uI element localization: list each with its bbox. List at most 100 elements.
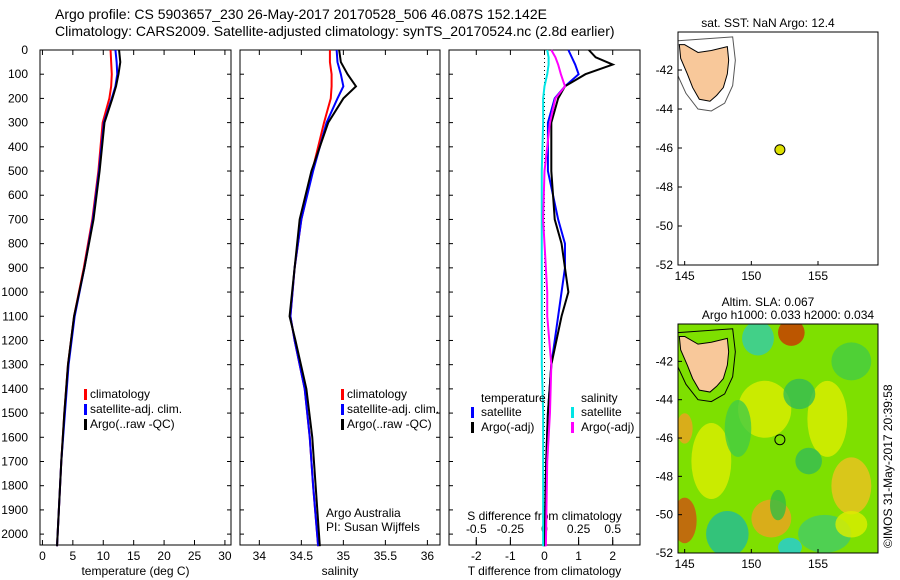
x-tick-label: 25 — [188, 549, 202, 563]
legend-header: temperature — [481, 391, 546, 405]
y-tick-label: -46 — [656, 431, 674, 445]
x-tick-label: 0 — [541, 549, 548, 563]
legend-swatch — [571, 422, 574, 433]
x-tick-label: 10 — [97, 549, 111, 563]
y-tick-label: -48 — [656, 180, 674, 194]
legend-swatch — [84, 404, 87, 415]
x2-tick-label: 0.25 — [567, 522, 591, 536]
sla-anomaly-blob — [742, 324, 774, 356]
x-tick-label: 30 — [218, 549, 232, 563]
annotation: PI: Susan Wijffels — [326, 520, 420, 534]
x-tick-label: 35.5 — [374, 549, 398, 563]
x-tick-label: 34 — [253, 549, 267, 563]
x-axis-label: salinity — [322, 564, 359, 578]
map-sst-map: 145 150 155 -42 -44 -46 -48 -50 -52 sat. SST: NaN… — [656, 16, 879, 283]
legend-label: Argo(-adj) — [581, 420, 634, 434]
legend-label: satellite-adj. clim. — [347, 402, 439, 416]
y-tick-label: 100 — [8, 67, 28, 81]
y-tick-label: -50 — [656, 508, 674, 522]
sla-anomaly-blob — [738, 380, 792, 438]
x-tick-label: 145 — [675, 269, 695, 283]
y-tick-label: 1700 — [1, 454, 28, 468]
panel-frame-temperature — [39, 49, 232, 546]
x-tick-label: 0 — [39, 549, 46, 563]
x-tick-label: 1 — [575, 549, 582, 563]
x-tick-label: 150 — [741, 269, 761, 283]
x-tick-label: -2 — [471, 549, 482, 563]
y-tick-label: 400 — [8, 140, 28, 154]
x-tick-label: 155 — [808, 557, 828, 571]
legend-swatch — [84, 419, 87, 430]
y-tick-label: 500 — [8, 164, 28, 178]
y-tick-label: 1000 — [1, 285, 28, 299]
series-satellite-adj-clim- — [289, 49, 345, 547]
argo-float-marker — [774, 144, 786, 156]
y-tick-label: 600 — [8, 188, 28, 202]
title-line-2: Climatology: CARS2009. Satellite-adjuste… — [55, 23, 615, 39]
y-tick-label: -42 — [656, 63, 674, 77]
sla-anomaly-blob — [706, 511, 749, 553]
y-tick-label: 1800 — [1, 479, 28, 493]
sla-anomaly-blob — [807, 380, 848, 457]
y-tick-label: 1500 — [1, 406, 28, 420]
y-tick-label: 1200 — [1, 333, 28, 347]
legend-swatch — [471, 422, 474, 433]
map-title: Altim. SLA: 0.067 — [722, 295, 815, 309]
map-title: Argo h1000: 0.033 h2000: 0.034 — [702, 308, 874, 322]
x-tick-label: 5 — [70, 549, 77, 563]
tasmania-land — [678, 335, 730, 393]
sla-anomaly-blob — [678, 413, 693, 444]
x-tick-label: 35 — [337, 549, 351, 563]
x-tick-label: 20 — [157, 549, 171, 563]
legend-label: satellite-adj. clim. — [90, 402, 182, 416]
legend-label: satellite — [581, 405, 622, 419]
legend-label: Argo(..raw -QC) — [347, 417, 432, 431]
sla-anomaly-blob — [783, 378, 816, 410]
sla-anomaly-blob — [831, 457, 872, 515]
y-tick-label: 700 — [8, 212, 28, 226]
x-tick-label: 34.5 — [290, 549, 314, 563]
y-tick-label: 1400 — [1, 382, 28, 396]
sla-anomaly-blob — [835, 510, 868, 538]
sla-anomaly-blob — [778, 537, 802, 553]
y-tick-label: 1300 — [1, 358, 28, 372]
x-tick-label: -1 — [505, 549, 516, 563]
legend-swatch — [341, 404, 344, 415]
sla-anomaly-blob — [795, 447, 822, 475]
legend-swatch — [84, 389, 87, 400]
series-s-argo-adj- — [542, 49, 567, 547]
legend-label: Argo(-adj) — [481, 420, 534, 434]
panel-frame-salinity — [239, 49, 441, 546]
series-s-satellite — [540, 49, 550, 547]
legend-header: salinity — [581, 391, 618, 405]
sla-anomaly-blob — [778, 324, 805, 346]
series-t-argo-adj- — [543, 49, 616, 547]
annotation: Argo Australia — [326, 506, 401, 520]
y-tick-label: 300 — [8, 116, 28, 130]
x2-tick-label: 0.5 — [604, 522, 621, 536]
map-sla-map: 145 150 155 -42 -44 -46 -48 -50 -52 Altim. SLA: 0… — [656, 295, 879, 571]
y-tick-label: -42 — [656, 354, 674, 368]
legend-label: satellite — [481, 405, 522, 419]
sla-anomaly-blob — [724, 399, 752, 457]
y-tick-label: -46 — [656, 141, 674, 155]
title-line-1: Argo profile: CS 5903657_230 26-May-2017… — [55, 6, 547, 22]
isobath-contour — [678, 36, 736, 112]
y-tick-label: -44 — [656, 102, 674, 116]
y-tick-label: -48 — [656, 469, 674, 483]
y-tick-label: 900 — [8, 261, 28, 275]
x2-tick-label: -0.25 — [497, 522, 525, 536]
legend-swatch — [341, 389, 344, 400]
legend-swatch — [341, 419, 344, 430]
series-argo-raw-qc- — [288, 49, 358, 547]
sla-anomaly-blob — [831, 342, 872, 381]
y-tick-label: 1900 — [1, 503, 28, 517]
x-tick-label: 155 — [808, 269, 828, 283]
map-content — [678, 36, 736, 112]
legend-label: climatology — [90, 387, 150, 401]
x-tick-label: 36 — [421, 549, 435, 563]
y-tick-label: 1100 — [2, 309, 28, 323]
x-tick-label: 2 — [609, 549, 616, 563]
tasmania-land — [678, 44, 730, 102]
y-tick-label: -44 — [656, 393, 674, 407]
